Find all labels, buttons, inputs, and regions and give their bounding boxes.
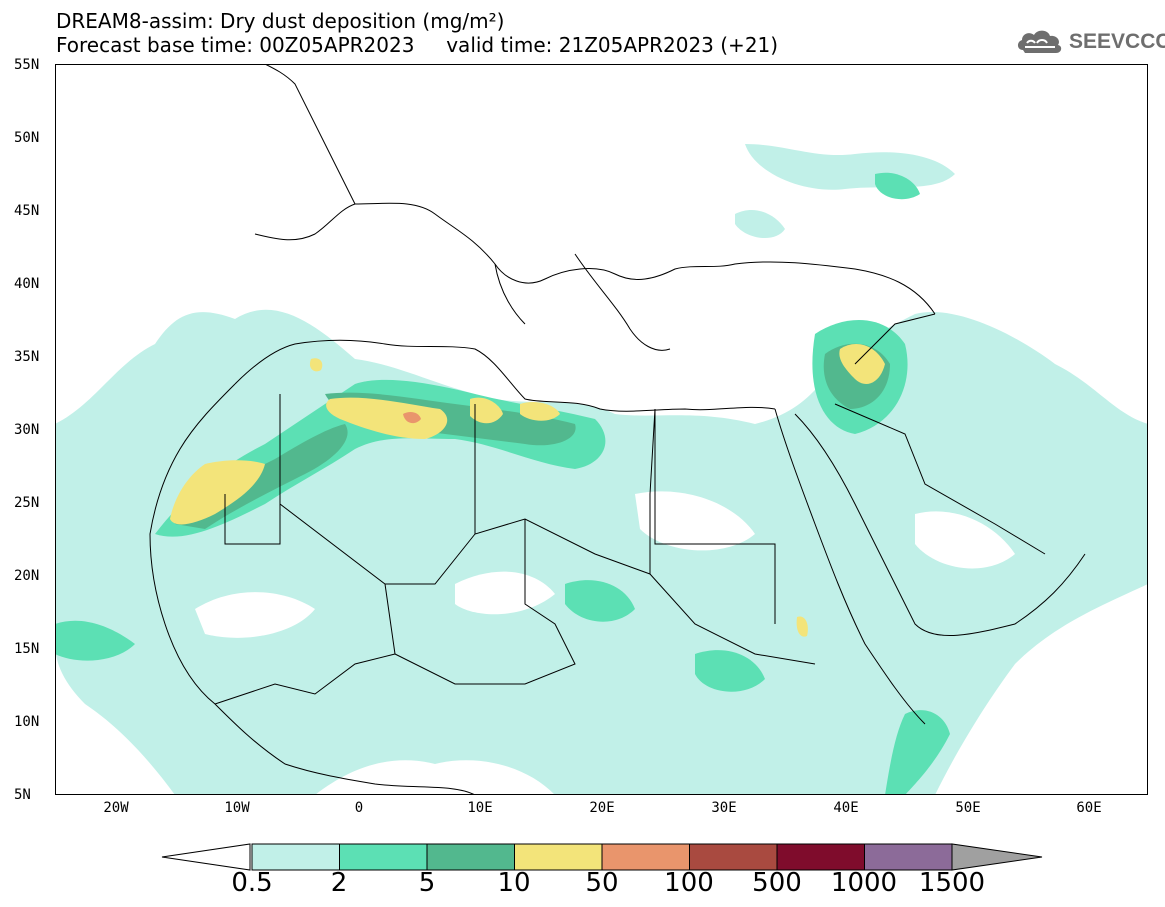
forecast-time-line: Forecast base time: 00Z05APR2023 valid t… xyxy=(56,33,779,57)
legend-colorbar xyxy=(161,843,1043,871)
lon-label: 20E xyxy=(589,800,615,816)
lat-label: 10N xyxy=(14,714,40,730)
dust-map xyxy=(55,64,1148,795)
lat-label: 20N xyxy=(14,568,40,584)
lat-label: 55N xyxy=(14,57,40,73)
lon-label: 10E xyxy=(467,800,493,816)
map-title: DREAM8-assim: Dry dust deposition (mg/m²… xyxy=(56,9,505,33)
legend-label: 2 xyxy=(330,868,348,898)
lon-label: 60E xyxy=(1076,800,1102,816)
country-borders xyxy=(149,64,1086,795)
legend-swatch xyxy=(426,843,515,871)
legend-label: 50 xyxy=(585,868,619,898)
legend-swatch xyxy=(601,843,690,871)
lat-label: 30N xyxy=(14,422,40,438)
lat-label: 45N xyxy=(14,203,40,219)
legend-swatch xyxy=(339,843,428,871)
lat-label: 25N xyxy=(14,495,40,511)
seevccc-logo: SEEVCCC xyxy=(1015,26,1165,58)
lat-label: 50N xyxy=(14,130,40,146)
legend-label: 100 xyxy=(664,868,714,898)
legend-label: 1500 xyxy=(918,868,986,898)
legend-label: 1000 xyxy=(830,868,898,898)
legend-swatch xyxy=(776,843,865,871)
legend-under-arrow xyxy=(161,843,251,871)
dust-contours xyxy=(55,144,1148,795)
legend-over-arrow xyxy=(951,843,1043,871)
lat-label: 5N xyxy=(14,787,31,803)
legend-label: 500 xyxy=(752,868,802,898)
lat-label: 40N xyxy=(14,276,40,292)
cloud-icon xyxy=(1017,30,1062,53)
legend-swatch xyxy=(689,843,778,871)
legend-label: 10 xyxy=(497,868,531,898)
legend-swatch xyxy=(251,843,340,871)
lon-label: 40E xyxy=(833,800,859,816)
lon-label: 10W xyxy=(224,800,250,816)
lon-label: 20W xyxy=(103,800,129,816)
lon-label: 30E xyxy=(711,800,737,816)
legend-label: 0.5 xyxy=(231,868,273,898)
lat-label: 15N xyxy=(14,641,40,657)
legend-label: 5 xyxy=(418,868,436,898)
legend-swatch xyxy=(514,843,603,871)
logo-text: SEEVCCC xyxy=(1069,30,1165,53)
lat-label: 35N xyxy=(14,349,40,365)
legend-swatch xyxy=(864,843,953,871)
lon-label: 50E xyxy=(955,800,981,816)
lon-label: 0 xyxy=(354,800,364,816)
